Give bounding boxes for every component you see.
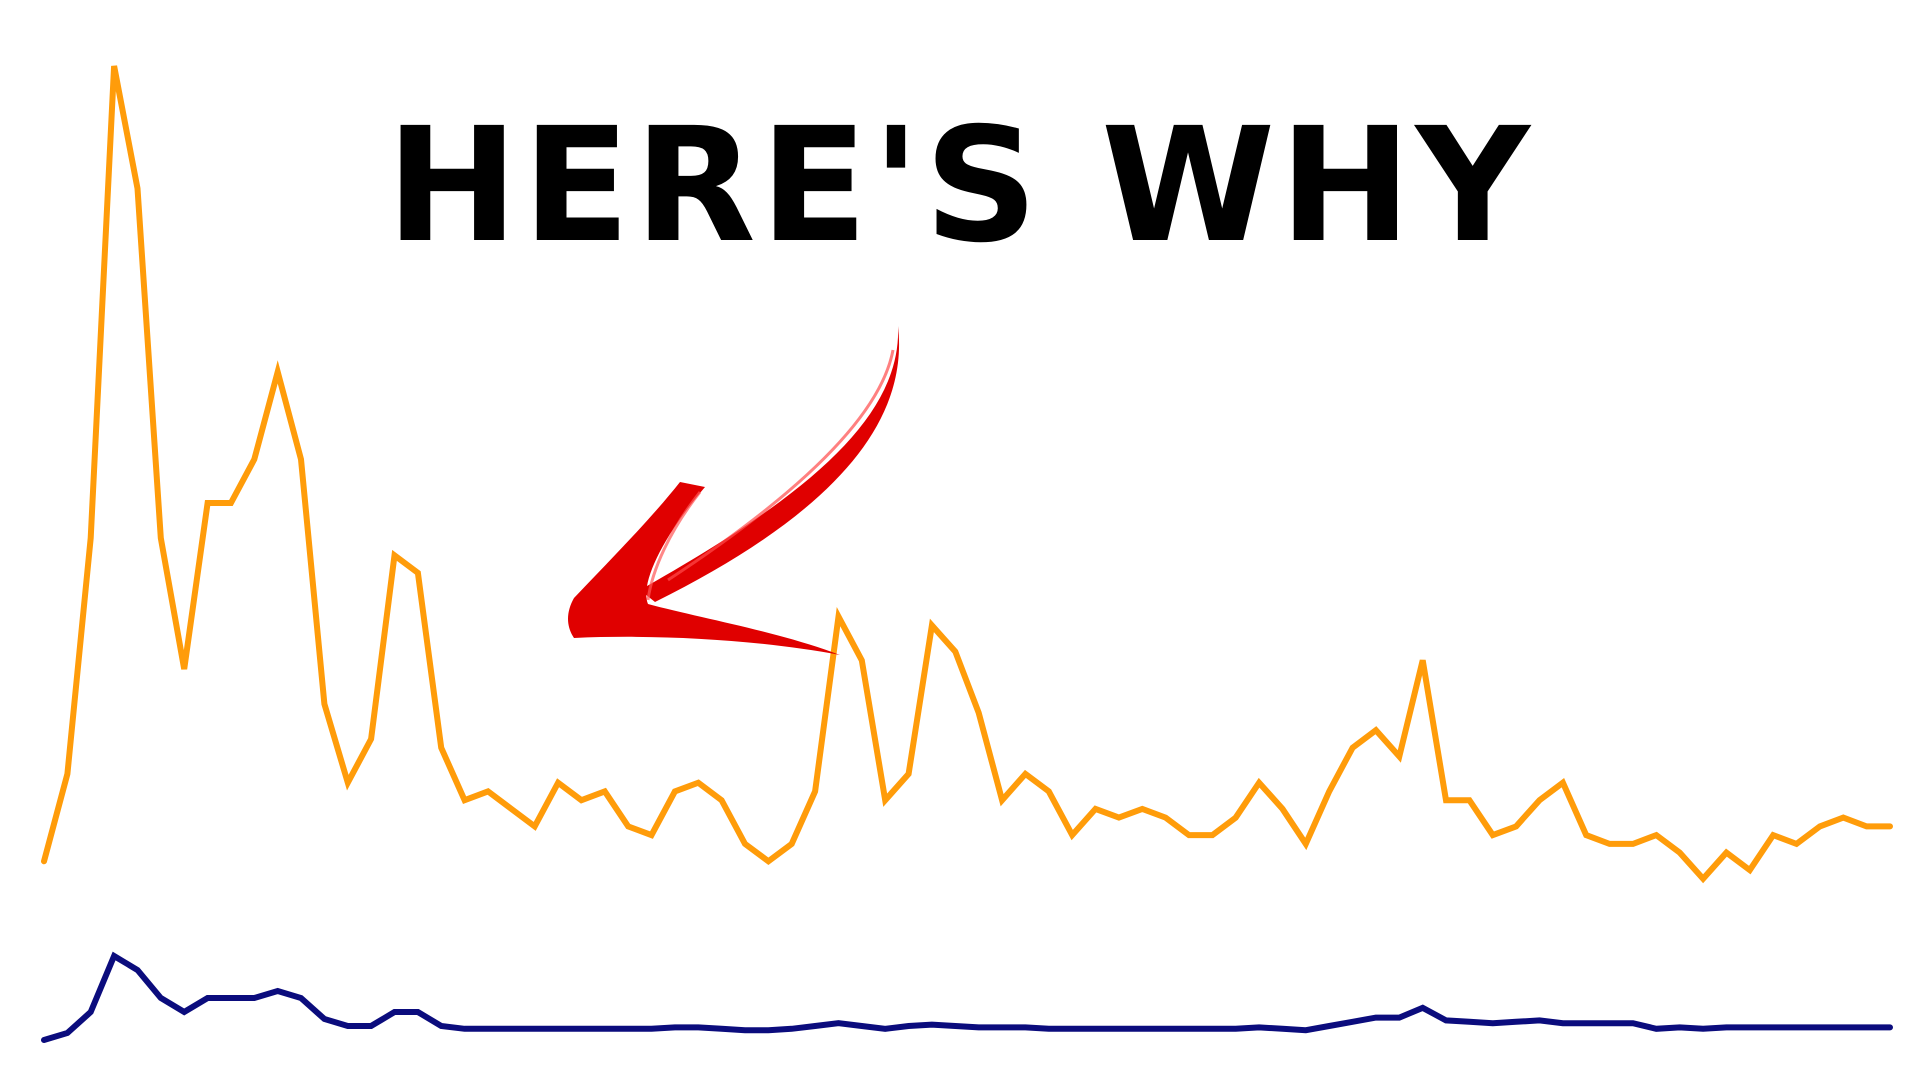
arrow-head-highlight	[646, 491, 702, 601]
red-arrow-icon	[568, 326, 900, 655]
arrow-shaft	[640, 326, 900, 602]
arrow-shaft-highlight	[667, 349, 895, 582]
headline-text: HERE'S WHY	[386, 94, 1534, 278]
series-layer	[41, 65, 1893, 1043]
series-line-secondary	[41, 951, 1893, 1043]
series-line-primary	[41, 65, 1893, 884]
arrow-head	[568, 482, 840, 655]
